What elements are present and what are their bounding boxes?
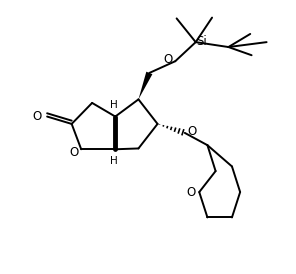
Polygon shape: [139, 72, 152, 99]
Text: O: O: [186, 185, 195, 199]
Text: O: O: [163, 53, 172, 65]
Text: O: O: [69, 146, 78, 159]
Text: O: O: [188, 125, 197, 138]
Text: Si: Si: [196, 35, 207, 48]
Text: H: H: [110, 156, 118, 166]
Text: H: H: [110, 100, 118, 110]
Text: O: O: [32, 110, 41, 123]
